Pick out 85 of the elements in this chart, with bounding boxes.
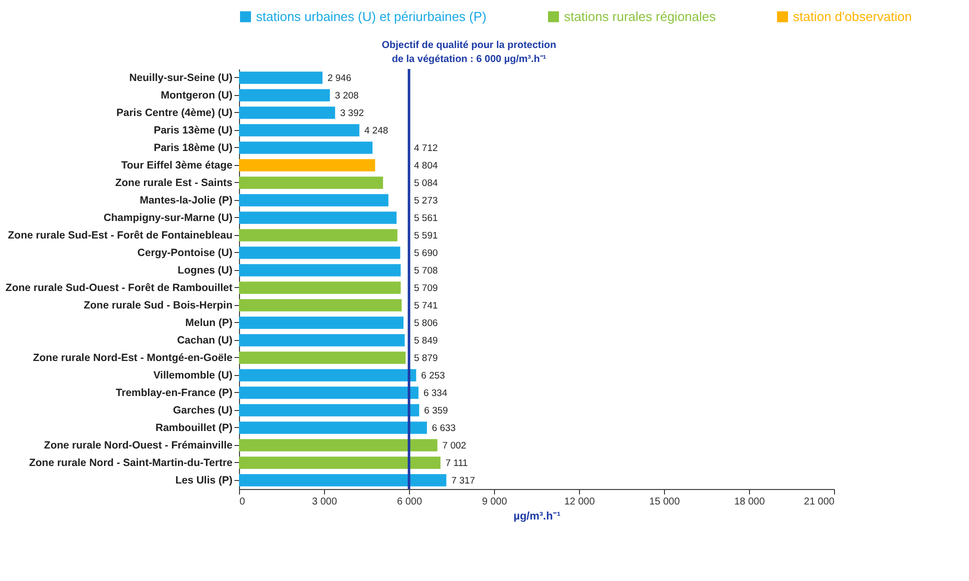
x-tick-label: 18 000: [734, 496, 766, 508]
y-tick-label: Lognes (U): [178, 264, 232, 276]
text: 5 084: [414, 178, 438, 189]
text: 6 359: [424, 405, 448, 416]
bar: [239, 159, 376, 172]
bar: [239, 282, 401, 294]
x-tick-label: 12 000: [564, 496, 596, 508]
y-tick-label: Paris Centre (4ème) (U): [116, 106, 232, 119]
legend-label: stations rurales régionales: [564, 8, 716, 24]
text: 4 248: [364, 125, 388, 136]
x-tick-label: 3 000: [312, 496, 338, 508]
y-tick-label: Villemomble (U): [153, 369, 232, 382]
y-tick-label: Melun (P): [185, 316, 232, 329]
bar: [239, 89, 330, 102]
bar: [239, 439, 438, 452]
text: 4 712: [414, 142, 438, 154]
text: 7 111: [445, 458, 468, 469]
bar: [239, 316, 404, 329]
y-tick-label: Garches (U): [172, 404, 232, 416]
bar: [239, 369, 416, 382]
y-tick-label: Zone rurale Est - Saints: [115, 176, 233, 189]
y-tick-label: Les Ulis (P): [175, 474, 232, 486]
bar: [239, 386, 418, 399]
bar: [239, 229, 398, 242]
bar: [239, 142, 373, 154]
text: 5 708: [414, 265, 438, 276]
y-tick-label: Champigny-sur-Marne (U): [104, 212, 232, 224]
y-tick-label: Cachan (U): [177, 334, 232, 346]
y-tick-label: Tremblay-en-France (P): [116, 386, 232, 399]
text: 6 633: [432, 422, 456, 434]
y-tick-label: Neuilly-sur-Seine (U): [129, 72, 232, 84]
x-tick-label: 21 000: [804, 496, 835, 508]
text: 2 946: [327, 72, 352, 84]
text: 3 392: [340, 108, 364, 119]
bar: [239, 176, 384, 189]
x-tick-label: 15 000: [649, 496, 680, 508]
text: 5 591: [414, 230, 438, 242]
y-tick-label: Zone rurale Nord-Ouest - Frémainville: [44, 439, 233, 452]
bar: [239, 212, 397, 224]
bar: [239, 106, 336, 119]
text: 6 334: [423, 388, 448, 399]
bar: [239, 474, 446, 486]
y-tick-label: Montgeron (U): [160, 89, 232, 102]
y-tick-label: Zone rurale Nord - Saint-Martin-du-Tertre: [29, 456, 233, 469]
bar: [239, 194, 388, 206]
bar: [239, 456, 440, 469]
y-tick-label: Zone rurale Nord-Est - Montgé-en-Goële: [32, 352, 233, 364]
bar: [239, 299, 402, 312]
text: 5 273: [414, 195, 438, 206]
bar: [239, 422, 427, 434]
bar: [239, 404, 420, 416]
y-tick-label: Zone rurale Sud-Ouest - Forêt de Rambouillet: [6, 282, 233, 294]
text: 5 806: [414, 318, 438, 329]
text: 7 002: [442, 440, 466, 452]
y-tick-label: Rambouillet (P): [155, 422, 232, 434]
text: 5 879: [414, 352, 438, 364]
text: 5 849: [414, 335, 438, 346]
x-axis-title: µg/m³.h⁻¹: [514, 510, 561, 522]
legend-label: stations urbaines (U) et périurbaines (P): [256, 8, 486, 24]
text: 7 317: [451, 475, 476, 486]
x-tick-label: 0: [240, 496, 246, 508]
text: 5 741: [414, 300, 438, 312]
y-tick-label: Mantes-la-Jolie (P): [140, 194, 232, 206]
y-tick-label: Cergy-Pontoise (U): [137, 246, 232, 259]
bar: [239, 352, 406, 364]
bar: [239, 334, 405, 346]
text: 3 208: [334, 90, 359, 102]
bar: [239, 246, 400, 259]
text: 5 561: [414, 212, 438, 224]
bar: [239, 124, 360, 136]
y-tick-label: Zone rurale Sud-Est - Forêt de Fontainebleau: [8, 229, 232, 242]
text: 5 690: [414, 248, 438, 259]
text: 5 709: [414, 282, 438, 294]
ref-line-label: Objectif de qualité pour la protection de la végétation : 6 000 µg/m³.h⁻¹: [382, 40, 556, 65]
legend-label: station d'observation: [793, 8, 912, 24]
x-tick-label: 6 000: [396, 496, 422, 508]
y-tick-label: Paris 18ème (U): [154, 142, 232, 154]
y-tick-label: Zone rurale Sud - Bois-Herpin: [84, 299, 232, 312]
bar: [239, 264, 401, 276]
text: 4 804: [414, 160, 438, 172]
y-tick-label: Paris 13ème (U): [154, 124, 232, 136]
y-tick-label: Tour Eiffel 3ème étage: [121, 159, 233, 172]
text: 6 253: [421, 370, 445, 382]
x-tick-label: 9 000: [482, 496, 508, 508]
bar: [239, 72, 322, 84]
